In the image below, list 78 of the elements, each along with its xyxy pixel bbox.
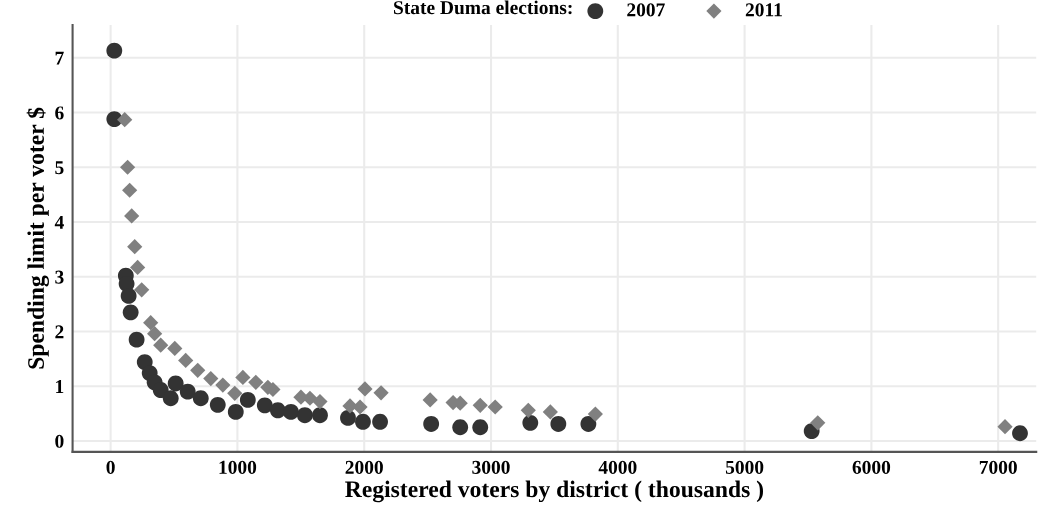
point (487, 399, 503, 415)
y-tick-label: 0 (55, 434, 64, 448)
point (167, 375, 184, 392)
point (283, 404, 299, 420)
point (373, 385, 389, 401)
point (179, 383, 196, 400)
point (422, 392, 438, 408)
y-tick-label: 3 (55, 270, 64, 284)
point (120, 159, 136, 175)
point (152, 382, 169, 398)
point (117, 112, 133, 128)
point (256, 397, 273, 414)
point (248, 374, 264, 390)
point (580, 416, 597, 432)
point (143, 315, 159, 331)
point (372, 413, 388, 430)
point (106, 42, 123, 59)
point (190, 362, 206, 378)
point (192, 390, 209, 407)
point (130, 259, 146, 276)
point (997, 419, 1013, 435)
x-tick-label: 4000 (598, 460, 637, 474)
y-tick-label: 7 (55, 51, 64, 65)
point (167, 340, 183, 357)
legend-title: State Duma elections: (394, 0, 572, 15)
x-tick-label: 7000 (979, 460, 1017, 474)
legend-label: 2011 (745, 3, 782, 17)
legend-label: 2007 (627, 3, 665, 17)
point (124, 208, 140, 224)
x-tick-label: 1000 (219, 460, 257, 474)
point (587, 406, 603, 422)
point (352, 399, 368, 415)
point (122, 182, 138, 198)
point (472, 397, 488, 413)
y-tick-label: 6 (55, 106, 64, 120)
point (215, 377, 231, 393)
point (122, 304, 139, 321)
point (162, 390, 179, 407)
point (452, 419, 469, 436)
x-tick-label: 0 (106, 460, 115, 474)
y-tick-label: 1 (56, 380, 64, 393)
point (178, 352, 194, 369)
point (227, 385, 243, 401)
point (472, 419, 489, 436)
point (269, 402, 286, 419)
x-tick-label: 2000 (345, 460, 383, 474)
point (153, 337, 169, 353)
y-axis-title: Spending limit per voter $ (26, 107, 49, 369)
x-tick-label: 6000 (852, 460, 891, 474)
point (312, 393, 328, 410)
x-axis-title: Registered voters by district ( thousands ) (345, 480, 764, 503)
x-tick-label: 5000 (725, 460, 764, 474)
point (296, 407, 313, 424)
point (120, 287, 137, 304)
point (1012, 425, 1028, 442)
point (127, 239, 143, 255)
y-tick-label: 2 (55, 325, 64, 339)
point (340, 410, 356, 426)
point (355, 413, 371, 430)
point (542, 404, 558, 420)
y-tick-label: 5 (55, 161, 64, 175)
x-tick-label: 3000 (472, 460, 510, 474)
point (128, 331, 145, 348)
point (209, 396, 226, 413)
point (203, 370, 219, 387)
point (239, 391, 256, 408)
point (147, 326, 163, 342)
y-tick-label: 4 (54, 215, 64, 229)
point (423, 416, 440, 432)
point (227, 404, 244, 420)
point (522, 414, 539, 431)
point (810, 415, 826, 431)
point (520, 402, 536, 418)
point (550, 416, 567, 432)
point (134, 282, 150, 298)
point (312, 407, 328, 424)
point (235, 369, 251, 386)
point (357, 381, 373, 397)
